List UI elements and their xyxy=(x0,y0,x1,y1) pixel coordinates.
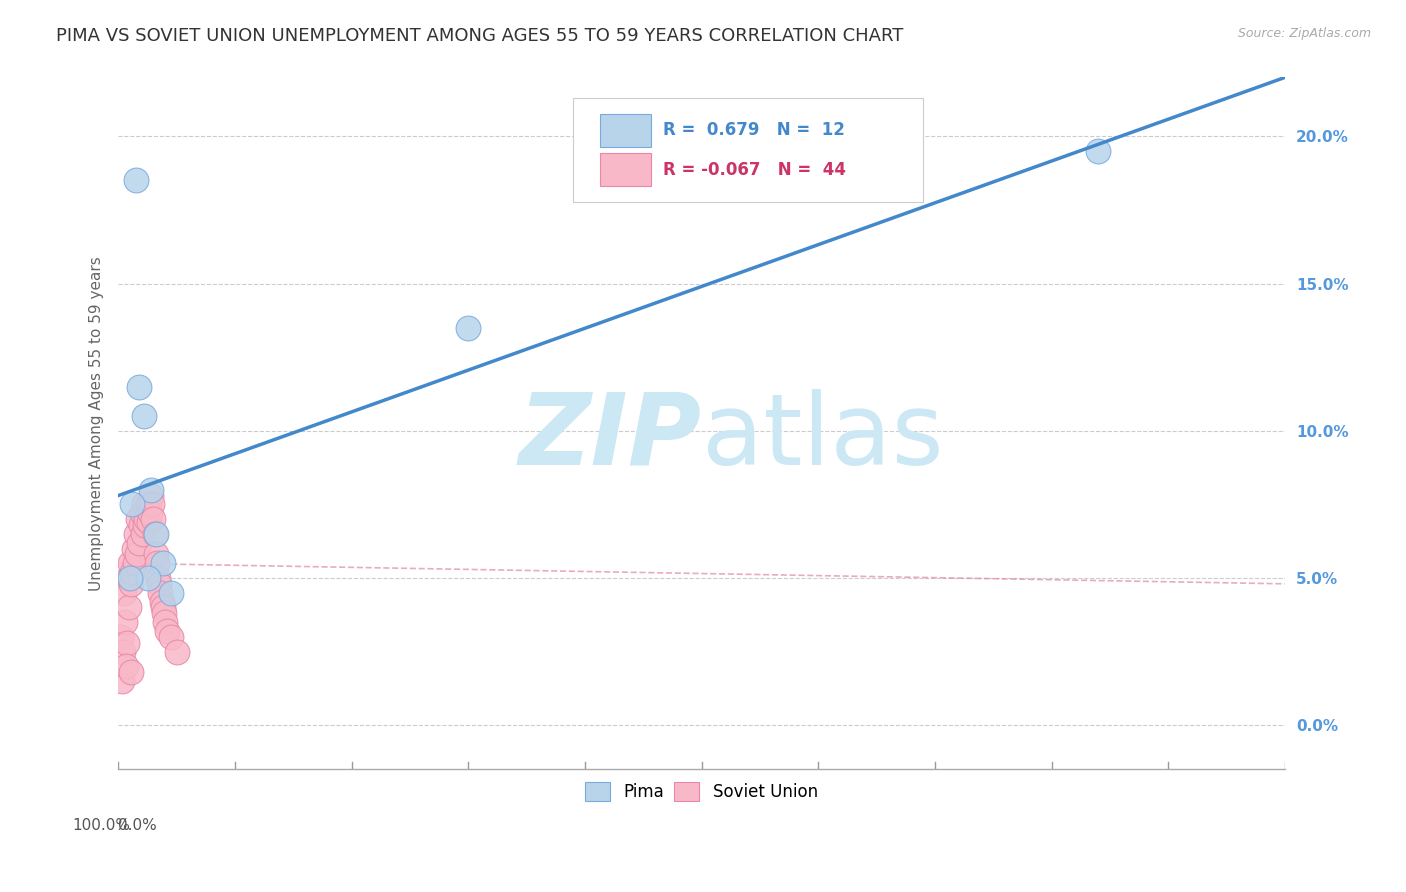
Point xyxy=(142,512,165,526)
Point xyxy=(166,644,188,658)
Point xyxy=(1087,144,1109,158)
Point xyxy=(122,541,145,556)
Point xyxy=(128,535,150,549)
Text: Source: ZipAtlas.com: Source: ZipAtlas.com xyxy=(1237,27,1371,40)
Point xyxy=(118,556,141,570)
Point xyxy=(114,615,136,629)
Point xyxy=(128,379,150,393)
Y-axis label: Unemployment Among Ages 55 to 59 years: Unemployment Among Ages 55 to 59 years xyxy=(90,256,104,591)
Point xyxy=(143,526,166,541)
Point xyxy=(118,600,141,615)
Point xyxy=(118,571,141,585)
Point xyxy=(139,489,162,503)
Point xyxy=(146,571,169,585)
Point xyxy=(141,497,163,511)
Point xyxy=(156,624,179,638)
Point xyxy=(132,526,155,541)
Point xyxy=(153,607,176,621)
Text: 100.0%: 100.0% xyxy=(72,818,129,833)
Point xyxy=(160,585,183,599)
Legend: Pima, Soviet Union: Pima, Soviet Union xyxy=(576,774,827,809)
Text: R =  0.679   N =  12: R = 0.679 N = 12 xyxy=(664,121,845,139)
Point xyxy=(112,585,135,599)
Point xyxy=(127,512,149,526)
Point xyxy=(153,615,176,629)
Point xyxy=(138,515,160,529)
Point xyxy=(125,173,148,187)
Point xyxy=(152,556,174,570)
Point xyxy=(132,409,155,423)
Point xyxy=(117,571,139,585)
Point xyxy=(457,320,479,334)
Point xyxy=(136,497,159,511)
Point xyxy=(129,518,152,533)
Point xyxy=(125,548,148,562)
Point xyxy=(145,526,167,541)
Point xyxy=(148,577,170,591)
Point xyxy=(111,644,134,658)
Point xyxy=(139,506,162,520)
Point xyxy=(149,585,172,599)
Point xyxy=(134,518,156,533)
Point xyxy=(132,497,155,511)
Point xyxy=(120,665,142,680)
Point xyxy=(136,571,159,585)
Point xyxy=(121,565,143,579)
Point xyxy=(115,636,138,650)
FancyBboxPatch shape xyxy=(600,113,651,147)
Point xyxy=(146,556,169,570)
Point xyxy=(160,630,183,644)
Point xyxy=(120,577,142,591)
Point xyxy=(121,497,143,511)
Text: atlas: atlas xyxy=(702,389,943,486)
Point xyxy=(125,526,148,541)
Point xyxy=(152,600,174,615)
Text: PIMA VS SOVIET UNION UNEMPLOYMENT AMONG AGES 55 TO 59 YEARS CORRELATION CHART: PIMA VS SOVIET UNION UNEMPLOYMENT AMONG … xyxy=(56,27,904,45)
Point xyxy=(145,548,167,562)
Point xyxy=(139,483,162,497)
Text: 0.0%: 0.0% xyxy=(118,818,157,833)
Text: ZIP: ZIP xyxy=(519,389,702,486)
Point xyxy=(150,594,173,608)
Point xyxy=(124,556,146,570)
FancyBboxPatch shape xyxy=(600,153,651,186)
Point xyxy=(115,659,138,673)
FancyBboxPatch shape xyxy=(574,98,924,202)
Text: R = -0.067   N =  44: R = -0.067 N = 44 xyxy=(664,161,846,179)
Point xyxy=(111,673,134,688)
Point xyxy=(135,512,157,526)
Point xyxy=(131,506,153,520)
Point xyxy=(110,630,132,644)
